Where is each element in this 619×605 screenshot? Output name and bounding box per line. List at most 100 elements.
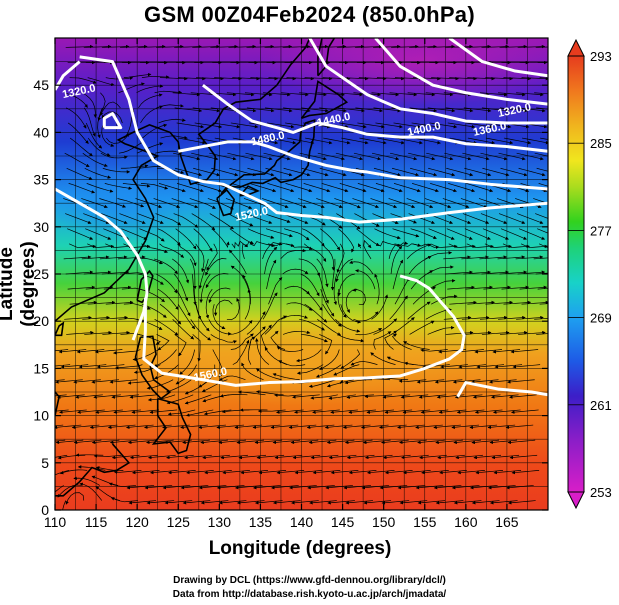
wind-streamline bbox=[102, 330, 130, 335]
wind-streamline bbox=[363, 239, 372, 260]
wind-streamline bbox=[510, 349, 539, 354]
wind-streamline bbox=[226, 297, 240, 321]
wind-streamline bbox=[340, 349, 361, 369]
wind-streamline bbox=[99, 198, 126, 208]
wind-streamline bbox=[272, 373, 300, 381]
wind-streamline bbox=[195, 243, 205, 273]
wind-streamline bbox=[411, 183, 439, 193]
wind-streamline bbox=[189, 198, 216, 209]
wind-streamline bbox=[232, 76, 260, 81]
wind-streamline bbox=[155, 150, 183, 155]
wind-streamline bbox=[283, 107, 311, 113]
wind-streamline bbox=[409, 44, 437, 49]
wind-streamline bbox=[352, 198, 379, 209]
wind-streamline bbox=[141, 243, 168, 253]
wind-streamline bbox=[71, 424, 100, 429]
wind-streamline bbox=[99, 255, 128, 260]
wind-streamline bbox=[373, 167, 401, 177]
x-tick-label: 165 bbox=[495, 514, 519, 530]
wind-streamline bbox=[83, 44, 112, 49]
wind-streamline bbox=[404, 361, 432, 366]
wind-streamline bbox=[456, 409, 485, 414]
wind-streamline bbox=[157, 288, 179, 311]
wind-streamline bbox=[177, 243, 197, 267]
wind-streamline bbox=[480, 213, 508, 224]
wind-streamline bbox=[97, 92, 106, 122]
wind-streamline bbox=[186, 470, 214, 475]
wind-streamline bbox=[439, 470, 467, 475]
wind-streamline bbox=[445, 107, 474, 113]
wind-streamline bbox=[400, 394, 429, 399]
wind-streamline bbox=[182, 439, 210, 445]
wind-streamline bbox=[445, 330, 474, 335]
wind-streamline bbox=[174, 44, 202, 49]
wind-streamline bbox=[535, 46, 548, 48]
credit-line-1: Drawing by DCL (https://www.gfd-dennou.o… bbox=[173, 575, 446, 586]
wind-streamline bbox=[63, 255, 92, 260]
wind-streamline bbox=[458, 364, 486, 369]
wind-streamline bbox=[381, 500, 410, 505]
wind-streamline bbox=[254, 439, 283, 445]
wind-streamline bbox=[85, 285, 114, 290]
wind-streamline bbox=[319, 349, 340, 370]
wind-streamline bbox=[339, 122, 367, 129]
wind-streamline bbox=[87, 300, 116, 305]
wind-streamline bbox=[355, 107, 383, 113]
colorbar-tick-label: 269 bbox=[590, 311, 612, 326]
wind-streamline bbox=[326, 439, 355, 445]
wind-streamline bbox=[388, 241, 409, 259]
wind-streamline bbox=[228, 249, 247, 275]
wind-streamline bbox=[384, 470, 413, 475]
wind-streamline bbox=[294, 470, 323, 475]
wind-streamline bbox=[533, 257, 548, 260]
wind-streamline bbox=[479, 255, 508, 260]
y-tick-label: 0 bbox=[41, 502, 49, 518]
wind-streamline bbox=[294, 409, 322, 414]
wind-streamline bbox=[503, 300, 532, 305]
wind-streamline bbox=[373, 107, 402, 113]
axes: 110 115 120 125 130 135 140 145 150 155 160 165 0 5 10… bbox=[33, 38, 548, 530]
wind-streamline bbox=[382, 394, 411, 399]
wind-streamline bbox=[172, 319, 195, 340]
wind-streamline bbox=[353, 311, 379, 322]
wind-streamline bbox=[419, 454, 447, 460]
wind-streamline bbox=[338, 228, 355, 253]
wind-streamline bbox=[245, 213, 273, 224]
wind-streamline bbox=[448, 183, 476, 193]
wind-streamline bbox=[435, 439, 463, 445]
wind-streamline bbox=[427, 265, 454, 275]
wind-streamline bbox=[461, 315, 490, 320]
wind-streamline bbox=[505, 424, 534, 429]
wind-streamline bbox=[301, 107, 329, 113]
wind-streamline bbox=[75, 394, 103, 399]
wind-streamline bbox=[250, 76, 279, 81]
wind-streamline bbox=[261, 198, 289, 209]
wind-streamline bbox=[157, 228, 181, 246]
wind-streamline bbox=[467, 137, 496, 145]
wind-streamline bbox=[408, 213, 435, 224]
wind-streamline bbox=[91, 379, 119, 384]
wind-streamline bbox=[433, 424, 461, 429]
wind-streamline bbox=[316, 198, 343, 209]
wind-streamline bbox=[425, 92, 454, 97]
wind-streamline bbox=[392, 228, 420, 238]
x-tick-label: 110 bbox=[44, 514, 67, 530]
wind-streamline bbox=[348, 409, 376, 414]
wind-streamline bbox=[391, 317, 415, 335]
wind-streamline bbox=[409, 107, 438, 113]
wind-streamline bbox=[178, 137, 206, 145]
coastline bbox=[216, 188, 235, 217]
wind-streamline bbox=[430, 294, 458, 305]
wind-streamline bbox=[521, 76, 548, 81]
wind-streamline bbox=[357, 183, 385, 193]
wind-streamline bbox=[391, 167, 420, 177]
wind-streamline bbox=[482, 167, 510, 177]
wind-streamline bbox=[171, 198, 199, 209]
y-tick-label: 15 bbox=[33, 360, 49, 376]
wind-streamline bbox=[288, 424, 317, 429]
wind-streamline bbox=[149, 470, 178, 475]
wind-streamline bbox=[59, 469, 88, 475]
wind-streamline bbox=[238, 454, 267, 460]
wind-streamline bbox=[344, 439, 373, 445]
wind-streamline bbox=[129, 394, 158, 399]
